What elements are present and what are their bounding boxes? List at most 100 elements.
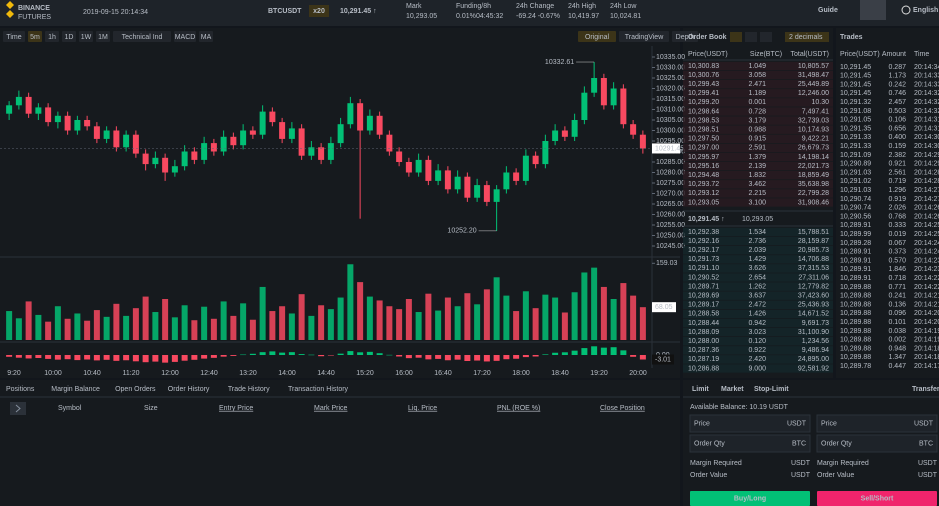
volume-bar (474, 304, 481, 340)
toolbar-button[interactable] (62, 31, 76, 42)
buy-label: Buy/Long (734, 495, 766, 502)
positions-tab[interactable]: Open Orders (115, 386, 156, 393)
avatar[interactable] (860, 0, 886, 20)
macd-bar (132, 355, 139, 362)
order-type-tab[interactable]: Market (721, 386, 744, 393)
macd-bar (84, 355, 91, 360)
expand-button[interactable] (10, 402, 26, 415)
ask-total: 10,805.57 (798, 63, 829, 70)
volume-bar (337, 297, 344, 340)
trade-time: 20:14:33 (914, 81, 939, 88)
x-tick-label: 14:00 (278, 370, 296, 377)
view-button[interactable] (672, 31, 698, 42)
view-asks[interactable] (760, 32, 772, 42)
trade-price: 10,289.88 (840, 354, 871, 361)
input-label: Order Qty (821, 440, 852, 447)
trades-panel (836, 28, 939, 378)
volume-bar (230, 315, 237, 340)
volume-tag (652, 302, 676, 313)
summary-unit: USDT (791, 460, 811, 467)
candle-body (132, 134, 139, 154)
trade-time: 20:14:30 (914, 134, 939, 141)
ask-bg (683, 98, 833, 107)
view-button[interactable] (578, 31, 616, 42)
input-unit: USDT (914, 420, 934, 427)
ask-total: 31,908.46 (798, 199, 829, 206)
volume-bar (113, 303, 120, 340)
ask-bg (683, 134, 833, 143)
macd-bar (571, 350, 578, 355)
language[interactable]: English (913, 7, 938, 14)
buy-button[interactable] (690, 491, 810, 506)
candle-body (103, 130, 110, 139)
macd-bar (308, 354, 315, 356)
order-type-tab[interactable]: Limit (692, 386, 709, 393)
volume-bar (103, 316, 110, 340)
input-unit: BTC (919, 440, 933, 447)
ask-total: 25,449.89 (798, 81, 829, 88)
x-tick-label: 18:00 (512, 370, 530, 377)
ask-size: 2.471 (748, 81, 766, 88)
toolbar-button[interactable] (96, 31, 110, 42)
macd-bar (630, 355, 637, 357)
trade-price: 10,291.45 (840, 81, 871, 88)
toolbar-label: Technical Ind (122, 34, 163, 41)
ask-size: 3.179 (748, 117, 766, 124)
input-unit: USDT (787, 420, 807, 427)
macd-bar (230, 355, 237, 356)
volume-bar (298, 294, 305, 340)
toolbar-button[interactable] (28, 31, 42, 42)
toolbar-label: 5m (30, 34, 40, 41)
volume-bar (162, 299, 169, 340)
toolbar-button[interactable] (174, 31, 196, 42)
bid-price: 10,289.71 (688, 283, 719, 290)
candle-body (542, 141, 549, 165)
guide-link[interactable]: Guide (818, 7, 838, 14)
candle-body (113, 130, 120, 148)
transfer-link[interactable]: Transfer (912, 386, 939, 393)
sell-button[interactable] (817, 491, 937, 506)
bid-price: 10,292.17 (688, 247, 719, 254)
positions-tab[interactable]: Margin Balance (51, 386, 100, 393)
input-box[interactable] (689, 414, 811, 433)
ask-total: 12,246.00 (798, 90, 829, 97)
view-label: Original (585, 34, 610, 41)
candle-body (396, 151, 403, 162)
order-type-tab[interactable]: Stop-Limit (754, 386, 789, 393)
view-bids[interactable] (745, 32, 757, 42)
trade-amount: 0.768 (888, 213, 906, 220)
toolbar-button[interactable] (113, 31, 171, 42)
input-box[interactable] (816, 414, 938, 433)
toolbar-button[interactable] (3, 31, 25, 42)
trade-amount: 0.242 (888, 81, 906, 88)
ask-price: 10,293.72 (688, 181, 719, 188)
trade-amount: 0.373 (888, 249, 906, 256)
positions-tab[interactable]: Positions (6, 386, 35, 393)
stat-label: 24h Low (610, 3, 637, 10)
input-box[interactable] (689, 434, 811, 453)
stat-label: 24h Change (516, 3, 554, 10)
candle-body (415, 159, 422, 173)
toolbar-button[interactable] (45, 31, 59, 42)
positions-tab[interactable]: Trade History (228, 386, 270, 393)
view-button[interactable] (619, 31, 669, 42)
y-tick-label: 10315.00 (656, 96, 685, 103)
toolbar-button[interactable] (79, 31, 93, 42)
toolbar-button[interactable] (199, 31, 213, 42)
candle-body (220, 136, 227, 152)
macd-bar (142, 355, 149, 363)
volume-bar (25, 301, 32, 340)
input-box[interactable] (816, 434, 938, 453)
ask-size: 3.100 (748, 199, 766, 206)
trade-time: 20:14:25 (914, 231, 939, 238)
trade-amount: 0.096 (888, 310, 906, 317)
trade-amount: 0.333 (888, 222, 906, 229)
decimals-select[interactable] (785, 32, 829, 42)
positions-tab[interactable]: Order History (168, 386, 210, 393)
bid-size: 9.000 (748, 365, 766, 372)
trade-amount: 0.136 (888, 301, 906, 308)
leverage: x20 (313, 8, 325, 15)
view-both[interactable] (730, 32, 742, 42)
bid-total: 14,671.52 (798, 311, 829, 318)
positions-tab[interactable]: Transaction History (288, 386, 349, 393)
